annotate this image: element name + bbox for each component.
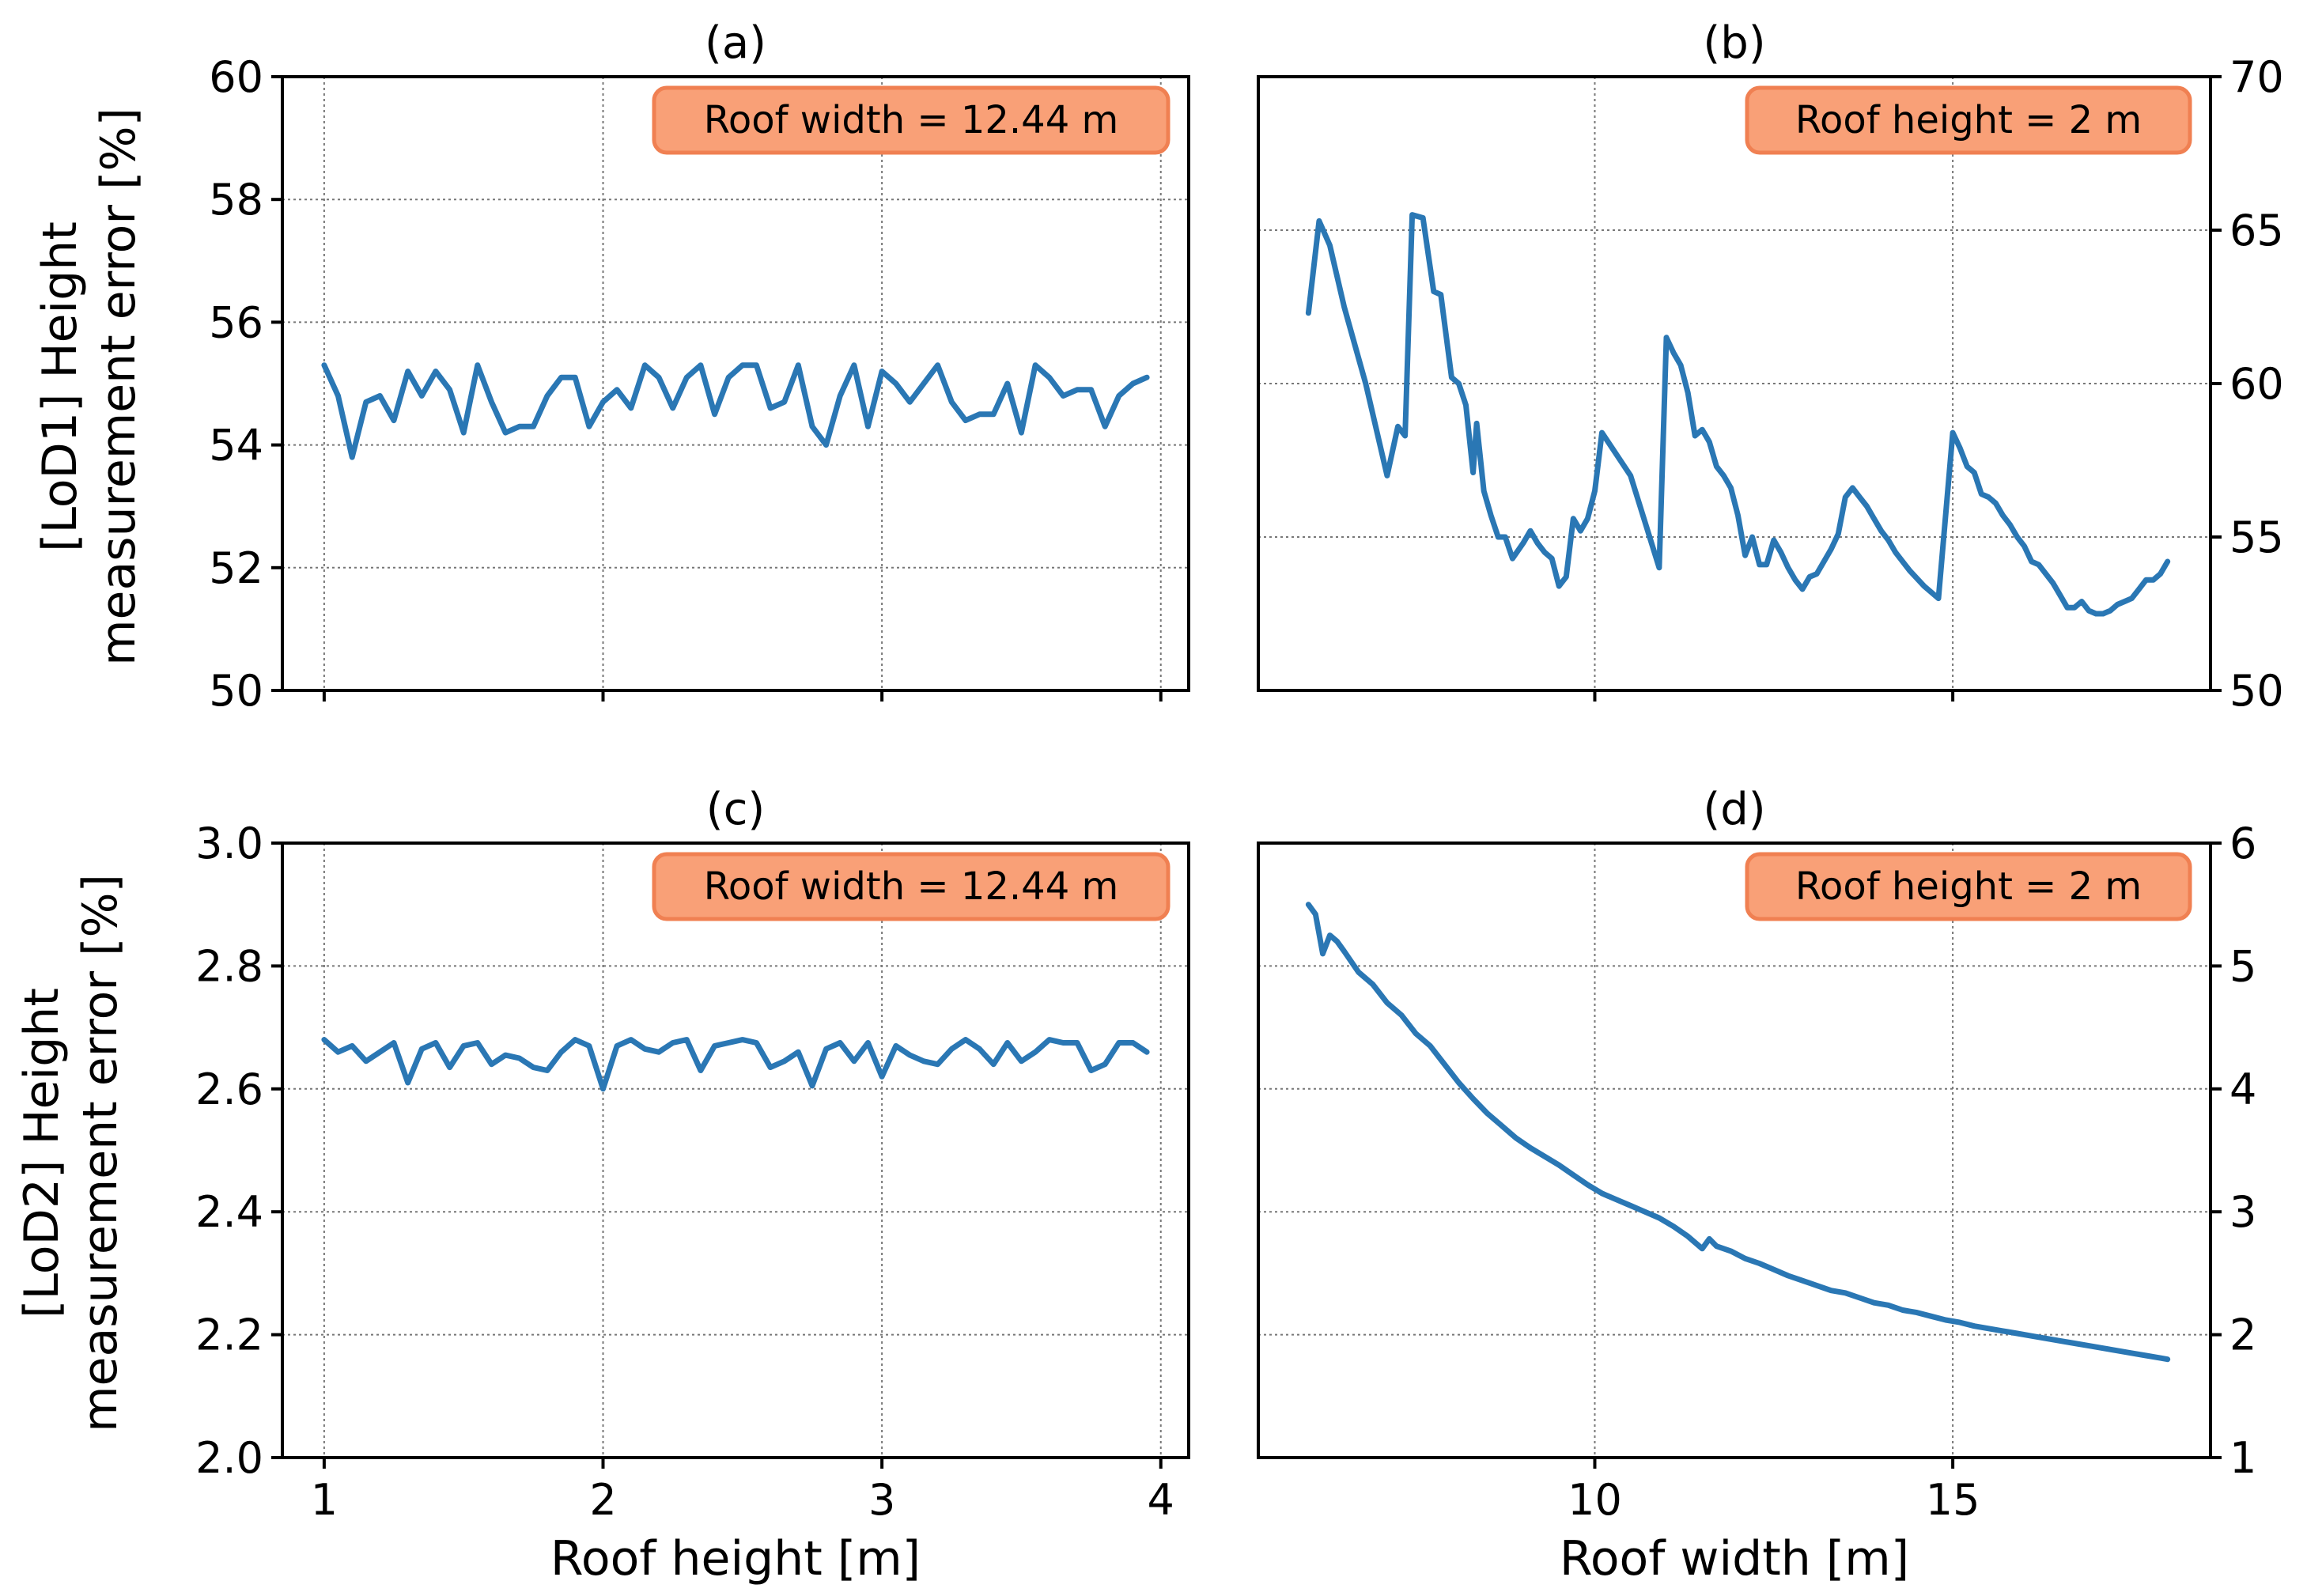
panel-d-series-line: [1305, 902, 2171, 1363]
panel-d-xticks: 10 15: [1568, 1458, 1980, 1525]
panel-d-ytick-label-3: 4: [2229, 1065, 2256, 1114]
panel-a-xticks: [322, 690, 1163, 702]
panel-d: 1 2 3 4 5 6 10 15 (d) Roof height = 2 m Roof w…: [1257, 784, 2256, 1587]
panel-d-ytick-label-2: 3: [2229, 1187, 2256, 1237]
panel-d-ytick-label-4: 5: [2229, 941, 2256, 991]
panel-c-frame: [281, 841, 1190, 1459]
panel-a-ytick-label-1: 52: [209, 543, 263, 593]
panel-b-title: (b): [1703, 17, 1765, 69]
panel-c-xtick-label-1: 2: [589, 1475, 616, 1525]
panel-c-ytick-label-4: 2.8: [195, 941, 263, 991]
panel-a-yticks: 50 52 54 56 58 60: [209, 52, 282, 716]
panel-a-ytick-label-5: 60: [209, 52, 263, 102]
panel-a: 50 52 54 56 58 60 (a) Roof width = 12.44 m: [209, 17, 1190, 716]
panel-b-yticks: 50 55 60 65 70: [2211, 52, 2284, 716]
ylabel-lod1-line1: [LoD1] Height: [32, 221, 88, 552]
ylabel-lod2-line1: [LoD2] Height: [14, 988, 70, 1318]
panel-d-frame: [1257, 841, 2212, 1459]
panel-b-grid: [1258, 76, 2211, 691]
panel-d-ytick-label-5: 6: [2229, 819, 2256, 868]
panel-b-series-line: [1305, 212, 2171, 617]
panel-a-annotation: Roof width = 12.44 m: [704, 98, 1119, 142]
panel-b-ytick-label-2: 60: [2229, 359, 2284, 409]
panel-a-frame: [281, 75, 1190, 692]
panel-c-ytick-label-5: 3.0: [195, 819, 263, 868]
panel-c-ytick-label-0: 2.0: [195, 1433, 263, 1483]
panel-d-annotation-box: [1745, 852, 2192, 921]
panel-a-ytick-label-3: 56: [209, 297, 263, 347]
panel-c-xtick-label-2: 3: [868, 1475, 895, 1525]
ylabel-lod1-line2: measurement error [%]: [91, 108, 146, 666]
panel-d-xtick-label-0: 10: [1568, 1475, 1622, 1525]
panel-d-grid: [1258, 842, 2211, 1458]
panel-c-xlabel: Roof height [m]: [550, 1531, 921, 1587]
panel-d-title: (d): [1703, 784, 1765, 835]
panel-c-ytick-label-3: 2.6: [195, 1065, 263, 1114]
panel-b: 50 55 60 65 70 (b) Roof height = 2 m: [1257, 17, 2284, 716]
panel-c-yticks: 2.0 2.2 2.4 2.6 2.8 3.0: [195, 819, 282, 1483]
panel-a-series-line: [321, 362, 1150, 460]
panel-c-xtick-label-3: 4: [1148, 1475, 1174, 1525]
panel-b-annotation-box: [1745, 85, 2192, 155]
panel-c-xticks: 1 2 3 4: [311, 1458, 1174, 1525]
panel-d-xlabel: Roof width [m]: [1560, 1531, 1909, 1587]
panel-d-ytick-label-1: 2: [2229, 1310, 2256, 1360]
panel-c-grid: [282, 842, 1189, 1458]
panel-c-annotation: Roof width = 12.44 m: [704, 864, 1119, 909]
panel-c-ytick-label-2: 2.4: [195, 1187, 263, 1237]
panel-b-xticks: [1593, 690, 1955, 702]
panel-c-ytick-label-1: 2.2: [195, 1310, 263, 1360]
panel-c-xtick-label-0: 1: [311, 1475, 338, 1525]
panel-c: 2.0 2.2 2.4 2.6 2.8 3.0 1 2 3 4 (c) Roof width =…: [195, 784, 1190, 1587]
panel-d-annotation: Roof height = 2 m: [1795, 864, 2142, 909]
panel-d-xtick-label-1: 15: [1926, 1475, 1980, 1525]
ylabel-lod2-line2: measurement error [%]: [73, 874, 128, 1432]
panel-c-series-line: [321, 1037, 1150, 1092]
panel-b-ytick-label-1: 55: [2229, 512, 2284, 562]
panel-c-title: (c): [706, 784, 765, 835]
panel-c-annotation-box: [652, 852, 1171, 921]
panel-d-yticks: 1 2 3 4 5 6: [2211, 819, 2256, 1483]
panel-b-ytick-label-4: 70: [2229, 52, 2284, 102]
panel-b-ytick-label-3: 65: [2229, 206, 2284, 255]
panel-d-ytick-label-0: 1: [2229, 1433, 2256, 1483]
panel-b-ytick-label-0: 50: [2229, 666, 2284, 716]
panel-a-title: (a): [705, 17, 766, 69]
panel-a-annotation-box: [652, 85, 1171, 155]
panel-b-annotation: Roof height = 2 m: [1795, 98, 2142, 142]
panel-a-ytick-label-0: 50: [209, 666, 263, 716]
panel-a-ytick-label-4: 58: [209, 175, 263, 225]
panel-a-ytick-label-2: 54: [209, 421, 263, 471]
